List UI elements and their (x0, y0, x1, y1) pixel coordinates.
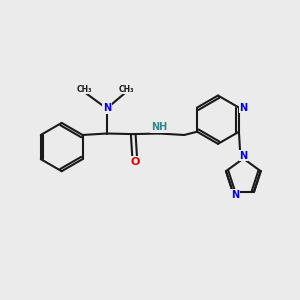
Text: N: N (103, 103, 111, 113)
Text: O: O (130, 157, 140, 167)
Text: N: N (239, 103, 247, 112)
Text: N: N (239, 151, 247, 160)
Text: CH₃: CH₃ (76, 85, 92, 94)
Text: N: N (231, 190, 239, 200)
Text: CH₃: CH₃ (119, 85, 134, 94)
Text: NH: NH (151, 122, 167, 132)
